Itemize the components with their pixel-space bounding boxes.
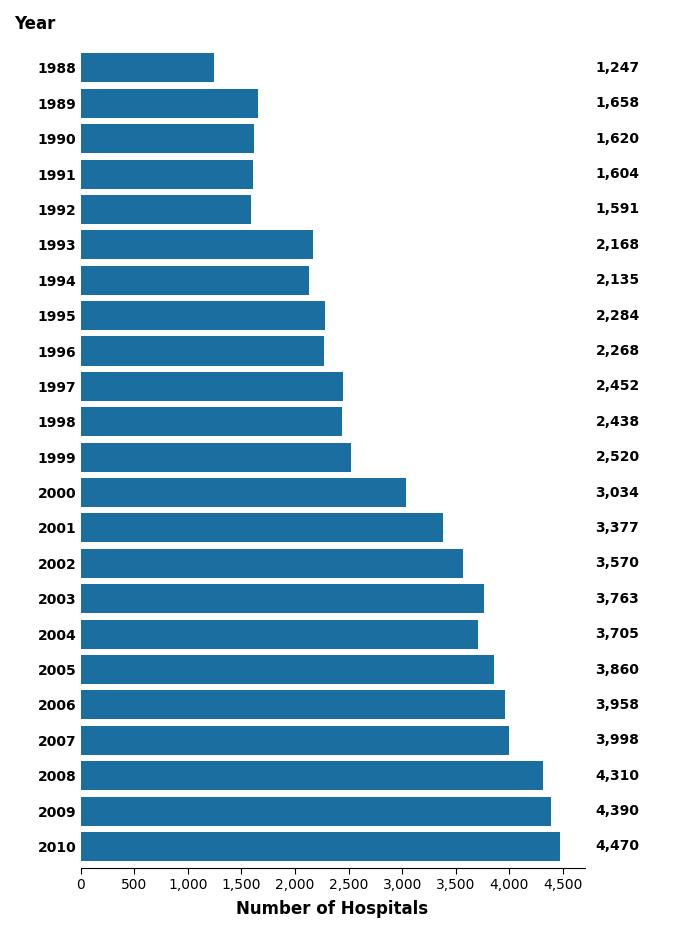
Text: 3,377: 3,377 [596, 521, 639, 535]
Text: 1,604: 1,604 [596, 167, 640, 181]
Bar [80, 337, 323, 366]
Bar [80, 160, 253, 188]
Text: 3,998: 3,998 [596, 733, 640, 747]
Bar [80, 655, 494, 684]
Text: 2,135: 2,135 [596, 273, 640, 287]
Text: 1,620: 1,620 [596, 132, 640, 146]
Bar [80, 478, 406, 507]
Text: 3,860: 3,860 [596, 662, 640, 676]
Text: 3,763: 3,763 [596, 592, 639, 606]
Bar [80, 584, 484, 613]
Text: 1,658: 1,658 [596, 96, 640, 110]
Bar [80, 513, 442, 542]
Bar [80, 124, 254, 153]
Bar [80, 266, 309, 295]
Bar [80, 372, 344, 401]
Bar [80, 301, 326, 330]
Bar [80, 690, 505, 719]
Text: 3,034: 3,034 [596, 485, 640, 499]
Text: 2,452: 2,452 [596, 380, 640, 394]
Bar [80, 761, 542, 790]
Bar [80, 832, 560, 861]
Bar [80, 53, 214, 82]
Text: 1,591: 1,591 [596, 202, 640, 216]
Bar [80, 195, 251, 224]
Text: 2,284: 2,284 [596, 309, 640, 323]
Bar [80, 408, 342, 437]
Text: 4,390: 4,390 [596, 804, 640, 818]
Text: 2,520: 2,520 [596, 450, 640, 465]
Text: 2,438: 2,438 [596, 415, 640, 429]
X-axis label: Number of Hospitals: Number of Hospitals [237, 900, 428, 918]
Text: 3,570: 3,570 [596, 556, 640, 570]
Bar [80, 549, 463, 578]
Text: 3,958: 3,958 [596, 698, 640, 712]
Text: 1,247: 1,247 [596, 61, 640, 75]
Bar [80, 797, 552, 826]
Text: 2,268: 2,268 [596, 344, 640, 358]
Text: Year: Year [14, 15, 55, 33]
Bar [80, 620, 478, 648]
Bar [80, 442, 351, 472]
Bar [80, 230, 313, 259]
Bar [80, 89, 258, 118]
Bar [80, 726, 509, 755]
Text: 4,310: 4,310 [596, 769, 640, 783]
Text: 2,168: 2,168 [596, 238, 640, 252]
Text: 3,705: 3,705 [596, 627, 640, 641]
Text: 4,470: 4,470 [596, 840, 640, 854]
